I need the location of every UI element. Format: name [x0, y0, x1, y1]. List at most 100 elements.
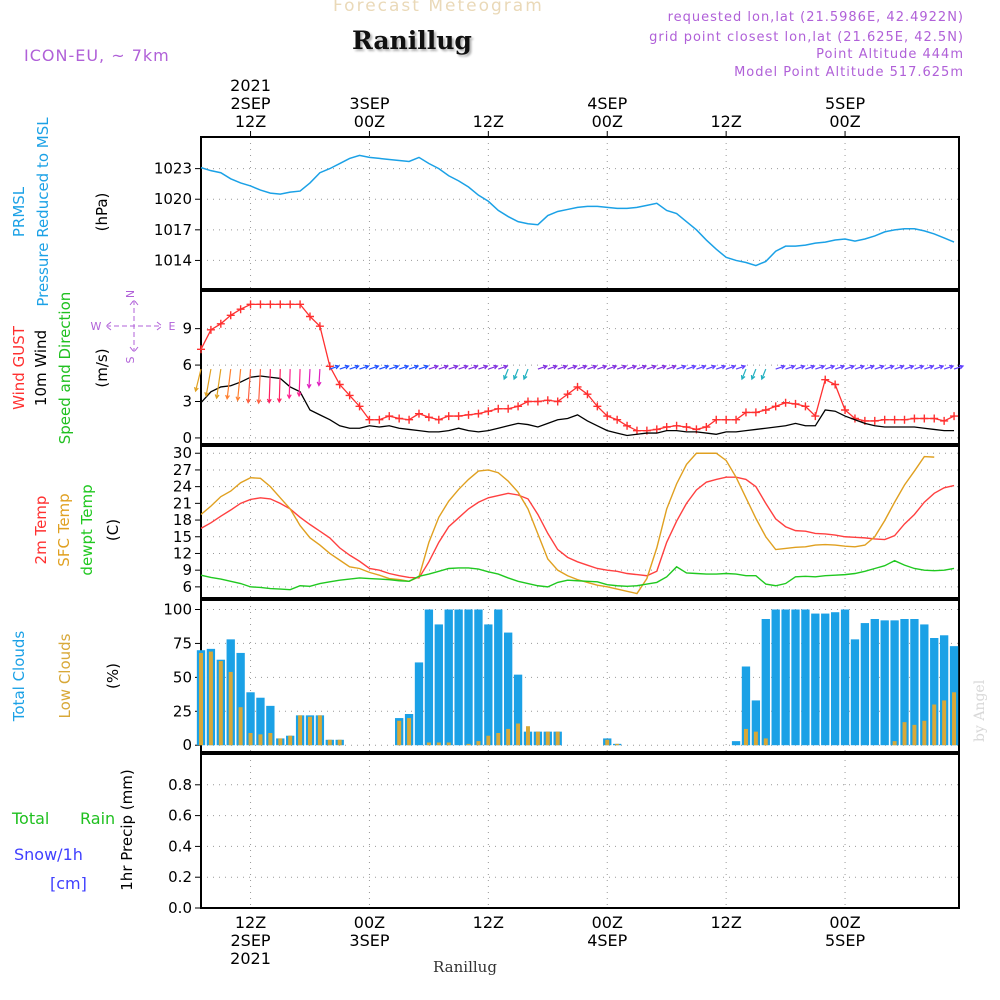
total-cloud-bar	[840, 609, 850, 746]
low-cloud-bar	[337, 739, 342, 746]
wind-gust-marker	[335, 380, 344, 389]
bottom-time-label: 2SEP	[230, 931, 270, 950]
wind-direction-arrow	[408, 364, 420, 370]
wind-direction-arrow	[844, 364, 856, 370]
low-cloud-bar	[248, 733, 253, 746]
wind-speed-line	[200, 375, 955, 437]
compass-south: S	[124, 356, 137, 363]
pressure-series-line	[200, 154, 955, 267]
wind-direction-arrow	[537, 364, 549, 370]
y-tick-label: 0.4	[168, 837, 192, 855]
wind-gust-marker	[405, 415, 414, 424]
credit-watermark: by Angel	[972, 679, 988, 742]
compass-icon	[105, 299, 163, 353]
bottom-time-label: 5SEP	[825, 931, 865, 950]
low-cloud-bar	[763, 738, 768, 746]
wind-direction-arrow	[214, 368, 222, 400]
wind-direction-arrow	[478, 364, 489, 370]
wind-gust-marker	[256, 300, 265, 309]
wind-direction-arrow	[428, 364, 440, 370]
low-cloud-bar	[199, 652, 203, 746]
y-tick-label: 1020	[154, 190, 192, 208]
wind-direction-arrow	[750, 368, 757, 381]
wind-direction-arrow	[256, 369, 262, 405]
chart-title: Forecast Meteogram	[333, 0, 544, 16]
total-cloud-bar	[484, 624, 493, 746]
bottom-time-label: 12Z	[473, 913, 504, 932]
model-altitude: Model Point Altitude 517.625m	[734, 65, 964, 80]
top-time-label: 2SEP	[230, 94, 270, 113]
wind-direction-arrow	[760, 368, 767, 381]
y-tick-label: 1023	[154, 160, 192, 178]
wind-gust-marker	[791, 399, 800, 408]
wind-direction-arrow	[339, 364, 350, 370]
wind-gust-marker	[623, 421, 632, 430]
wind-gust-marker	[900, 415, 909, 424]
wind-gust-marker	[365, 415, 374, 424]
wind-gust-marker	[950, 412, 959, 421]
wind-gust-marker	[751, 408, 760, 417]
low-cloud-bar	[605, 739, 610, 746]
wind-gust-marker	[741, 408, 750, 417]
low-cloud-bar	[545, 731, 550, 746]
wind-direction-arrow	[934, 364, 945, 370]
low-cloud-bar	[446, 742, 451, 746]
bottom-time-label: 00Z	[354, 913, 385, 932]
pressure-label-prmsl: PRMSL	[10, 186, 28, 237]
total-cloud-bar	[850, 639, 860, 746]
wind-gust-marker	[504, 404, 513, 413]
total-cloud-bar	[751, 700, 761, 746]
low-cloud-bar	[426, 742, 431, 746]
wind-direction-arrow	[204, 368, 212, 398]
bottom-time-label: 00Z	[829, 913, 860, 932]
wind-gust-marker	[325, 362, 334, 371]
wind-10m-label: 10m Wind	[32, 330, 50, 406]
low-cloud-bar	[743, 728, 748, 746]
wind-direction-arrow	[587, 364, 598, 370]
pressure-label-msl: Pressure Reduced to MSL	[34, 117, 52, 307]
wind-direction-arrow	[488, 364, 499, 370]
wind-direction-arrow	[503, 368, 509, 381]
temp-sfc-line	[200, 452, 935, 595]
wind-direction-arrow	[716, 364, 727, 370]
wind-direction-label: Speed and Direction	[56, 292, 74, 445]
precip-unit-label: 1hr Precip (mm)	[118, 769, 136, 890]
total-cloud-bar	[811, 613, 820, 746]
wind-gust-marker	[434, 415, 443, 424]
wind-direction-arrow	[904, 364, 915, 370]
wind-gust-marker	[662, 423, 671, 431]
total-cloud-bar	[236, 652, 245, 746]
wind-direction-arrow	[740, 368, 747, 381]
wind-direction-arrow	[894, 364, 905, 370]
wind-gust-marker	[811, 412, 820, 421]
wind-gust-marker	[702, 423, 711, 431]
compass-north: N	[124, 290, 137, 298]
top-time-label: 5SEP	[825, 94, 865, 113]
low-cloud-bar	[952, 692, 957, 746]
requested-location: requested lon,lat (21.5986E, 42.4922N)	[667, 10, 964, 25]
station-name: Ranillug	[352, 26, 472, 55]
temp-2m-label: 2m Temp	[32, 496, 50, 565]
wind-gust-marker	[801, 402, 810, 411]
y-tick-label: 3	[182, 393, 192, 411]
total-cloud-bar	[434, 624, 443, 746]
total-cloud-bar	[930, 638, 939, 746]
wind-gust-marker	[672, 421, 681, 430]
wind-gust-label: Wind GUST	[10, 325, 28, 410]
total-cloud-bar	[474, 609, 483, 746]
low-cloud-bar	[218, 661, 223, 746]
y-tick-label: 21	[173, 494, 192, 512]
wind-direction-arrow	[616, 364, 628, 370]
bottom-station-label: Ranillug	[433, 958, 497, 976]
total-cloud-bar	[939, 635, 949, 746]
y-tick-label: 9	[182, 561, 192, 579]
wind-gust-marker	[424, 413, 433, 422]
wind-direction-arrow	[646, 364, 658, 370]
y-tick-label: 50	[173, 668, 192, 686]
wind-gust-marker	[632, 426, 641, 435]
total-cloud-bar	[821, 613, 830, 746]
top-time-label: 12Z	[235, 112, 266, 131]
wind-unit-label: (m/s)	[93, 348, 111, 387]
wind-gust-marker	[523, 397, 532, 406]
low-cloud-bar	[525, 726, 530, 746]
